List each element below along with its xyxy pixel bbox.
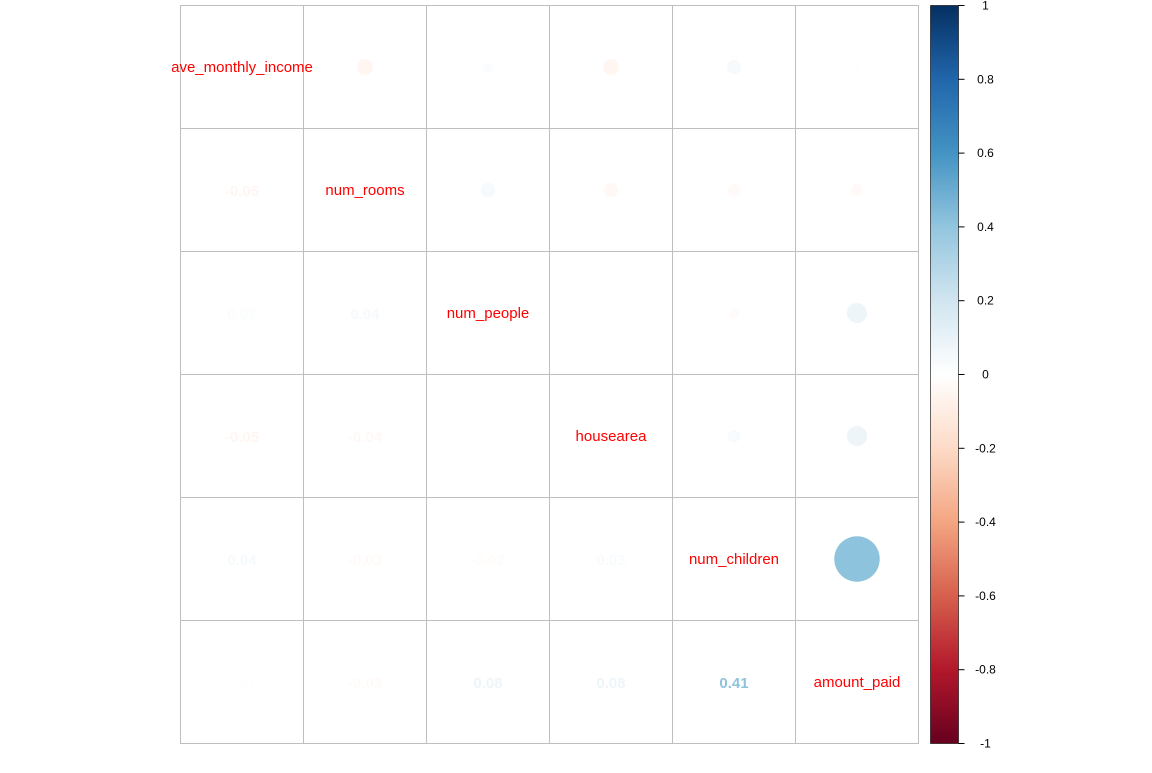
legend-tick-label: 0 [982,368,989,382]
correlation-number: -0.05 [225,429,259,446]
matrix-cell [303,497,427,621]
legend-tick-label: 1 [982,0,989,13]
diagonal-label: ave_monthly_income [171,59,313,76]
legend-tick-label: -1 [980,737,991,751]
correlation-circle [357,59,373,75]
correlation-circle [482,61,494,73]
correlation-number: -0.03 [348,675,382,692]
correlation-number: 0.03 [596,552,625,569]
diagonal-label: housearea [576,428,648,445]
legend-tick-label: 0.8 [977,72,994,86]
correlation-number: 0.02 [227,306,256,323]
matrix-cell [180,251,304,375]
legend-tick-label: -0.6 [975,589,996,603]
legend-colorbar [930,5,959,744]
legend-tick-label: 0.2 [977,294,994,308]
matrix-cell [672,497,796,621]
correlation-circle [834,536,880,582]
correlation-number: 0 [484,429,492,446]
matrix-cell [549,251,673,375]
matrix-cell [426,251,550,375]
correlation-circle [727,429,741,443]
correlation-number: 0.08 [473,675,502,692]
legend-tick-label: -0.8 [975,663,996,677]
matrix-cell [180,5,304,129]
matrix-cell [303,374,427,498]
correlation-circle [853,63,861,71]
correlation-circle [727,183,741,197]
diagonal-label: num_rooms [325,182,404,199]
correlation-circle [846,425,868,447]
legend-tick-label: 0.4 [977,220,994,234]
correlation-circle [603,182,619,198]
matrix-cell [303,128,427,252]
correlation-number: 0.08 [596,675,625,692]
correlation-number: 0.01 [227,675,256,692]
matrix-cell [672,374,796,498]
correlation-circle [846,302,868,324]
diagonal-label: num_people [447,305,530,322]
correlation-circle [726,59,742,75]
diagonal-label: num_children [689,551,779,568]
color-legend: 1 0.8 0.6 0.4 0.2 0 -0.2 -0.4 -0.6 -0.8 -1 [930,0,996,751]
correlation-circle [728,307,740,319]
correlation-circle [850,183,864,197]
matrix-cell [303,620,427,744]
legend-tick-label: -0.2 [975,441,996,455]
correlation-number: 0.04 [227,552,257,569]
matrix-cell [303,251,427,375]
correlation-circles [357,59,880,582]
matrix-cell [549,374,673,498]
correlation-numbers: -0.05 0.02 0.04 -0.05 -0.04 0 0.04 -0.03 -0.02 0.… [225,183,749,692]
matrix-cell [426,374,550,498]
matrix-cell [795,620,919,744]
grid-lines [180,5,919,744]
correlation-number: -0.03 [348,552,382,569]
correlation-number: -0.05 [225,183,259,200]
legend-tick-label: 0.6 [977,146,994,160]
correlation-circle [603,59,619,75]
correlation-circle [480,182,496,198]
correlation-number: -0.04 [348,429,383,446]
correlation-number: 0.41 [719,675,748,692]
diagonal-label: amount_paid [814,674,901,691]
legend-tick-label: -0.4 [975,515,996,529]
correlation-number: 0.04 [350,306,380,323]
matrix-cell [672,620,796,744]
correlation-number: -0.02 [471,552,505,569]
matrix-cell [180,374,304,498]
variable-labels: ave_monthly_income num_rooms num_peoplehou… [171,59,900,691]
matrix-cell [549,497,673,621]
